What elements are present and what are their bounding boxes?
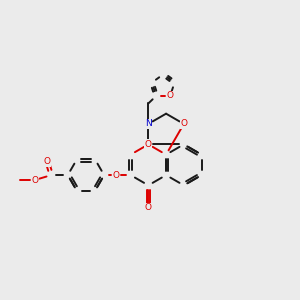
Text: O: O xyxy=(180,119,187,128)
Text: O: O xyxy=(145,203,152,212)
Text: O: O xyxy=(145,140,152,149)
Text: O: O xyxy=(44,158,51,166)
Text: N: N xyxy=(145,119,152,128)
Text: O: O xyxy=(167,92,174,100)
Text: O: O xyxy=(112,171,119,180)
Text: O: O xyxy=(31,176,38,184)
